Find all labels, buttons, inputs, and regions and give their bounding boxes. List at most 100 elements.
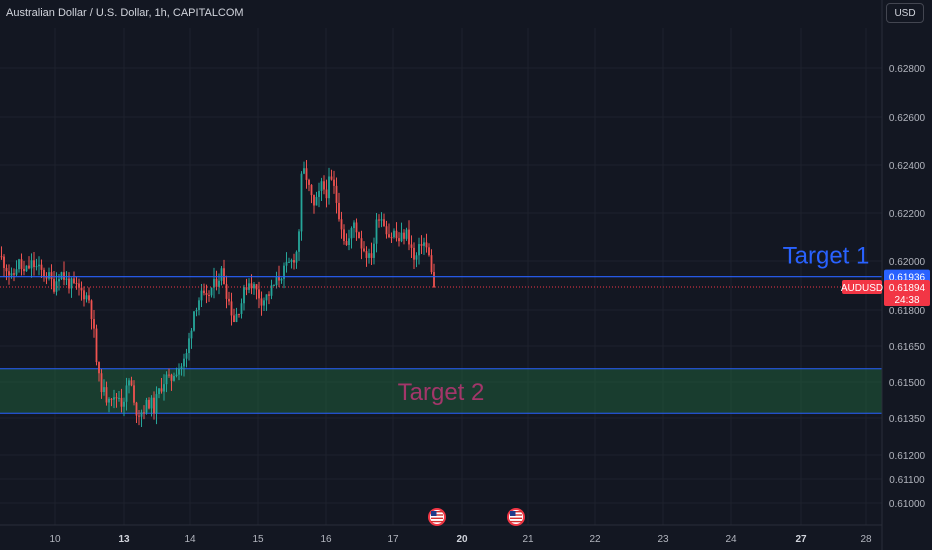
candle-body: [300, 173, 303, 232]
price-axis[interactable]: 0.62800 0.62600 0.62400 0.62200 0.62000 0.618…: [841, 0, 930, 550]
symbol-label-text: AUDUSD: [841, 283, 883, 294]
flag-canton: [510, 511, 516, 516]
candle-body: [80, 287, 83, 291]
candle-body: [283, 265, 285, 279]
candle-body: [150, 397, 153, 409]
candle-body: [140, 412, 143, 417]
candle-body: [395, 230, 398, 239]
y-tick-label: 0.61350: [889, 414, 926, 425]
us-flag-icon[interactable]: [428, 508, 446, 526]
candle-body: [375, 219, 378, 244]
x-tick-label: 28: [860, 534, 872, 545]
candle-body: [303, 168, 305, 174]
x-tick-label: 17: [387, 534, 399, 545]
current-price-axis-label: [884, 279, 930, 306]
candle-body: [378, 219, 380, 221]
candle-body: [165, 374, 168, 385]
time-axis[interactable]: 10 13 14 15 16 17 20 21 22 23 24 27 28: [0, 524, 882, 545]
candle-body: [188, 338, 190, 354]
flag-stripe: [431, 517, 443, 519]
candle-body: [173, 376, 175, 381]
candle-body: [430, 255, 433, 273]
candle-body: [43, 269, 45, 277]
candle-body: [60, 272, 63, 280]
flag-stripe: [510, 520, 522, 523]
candle-body: [93, 319, 95, 329]
y-tick-label: 0.61000: [889, 499, 926, 510]
y-tick-label: 0.61100: [889, 475, 925, 486]
candle-body: [290, 260, 293, 262]
candle-body: [120, 397, 123, 407]
candle-body: [353, 222, 355, 229]
candle-body: [328, 176, 330, 199]
candle-body: [193, 311, 195, 331]
candle-body: [280, 278, 283, 281]
candle-body: [355, 222, 358, 233]
candle-body: [370, 253, 373, 258]
candle-body: [208, 294, 210, 296]
candle-body: [358, 232, 360, 239]
candle-body: [68, 278, 70, 289]
y-tick-label: 0.62400: [889, 161, 926, 172]
candle-body: [230, 301, 233, 316]
bar-countdown: 24:38: [894, 295, 919, 306]
y-tick-label: 0.61650: [889, 342, 926, 353]
candle-body: [15, 269, 18, 275]
candle-body: [40, 264, 43, 270]
candle-body: [78, 283, 80, 288]
symbol-label: [842, 279, 882, 294]
candle-body: [198, 300, 200, 311]
us-flag-icon[interactable]: [507, 508, 525, 526]
candle-body: [218, 280, 220, 287]
candle-body: [88, 295, 90, 301]
candle-body: [113, 397, 115, 400]
candle-body: [333, 179, 335, 186]
currency-button[interactable]: USD: [886, 3, 924, 23]
candle-body: [270, 285, 273, 296]
candle-body: [240, 303, 243, 314]
candle-body: [158, 388, 160, 395]
candle-body: [58, 279, 60, 282]
candle-body: [180, 366, 183, 369]
candle-body: [405, 229, 408, 239]
candle-body: [425, 242, 428, 248]
candle-body: [335, 185, 338, 203]
candle-body: [143, 412, 145, 414]
y-tick-label: 0.61200: [889, 451, 926, 462]
candle-body: [275, 276, 278, 286]
candle-body: [128, 380, 130, 386]
candle-body: [145, 399, 148, 413]
candle-body: [310, 184, 313, 196]
candle-body: [8, 271, 10, 276]
candles: [0, 159, 435, 427]
candle-body: [103, 387, 105, 393]
y-tick-label: 0.62600: [889, 113, 926, 124]
candle-body: [48, 272, 50, 279]
candle-body: [33, 260, 35, 267]
candle-body: [10, 273, 13, 276]
levels: [0, 276, 882, 288]
candle-body: [418, 244, 420, 256]
candle-body: [30, 260, 33, 269]
candle-body: [205, 293, 208, 295]
candle-body: [235, 313, 238, 322]
candle-body: [20, 259, 23, 269]
candle-body: [123, 401, 125, 407]
x-tick-label: 23: [657, 534, 669, 545]
target-1-label[interactable]: Target 1: [783, 243, 870, 270]
annotations: Target 1 Target 2: [398, 243, 870, 526]
candle-body: [178, 368, 180, 375]
y-tick-label: 0.62200: [889, 209, 926, 220]
current-price-value: 0.61894: [889, 283, 926, 294]
candle-body: [138, 415, 140, 417]
candle-body: [38, 264, 40, 267]
candle-body: [360, 238, 363, 249]
target-2-label[interactable]: Target 2: [398, 379, 485, 406]
candle-body: [100, 373, 103, 393]
candle-body: [390, 237, 393, 239]
candle-body: [63, 272, 65, 280]
candle-body: [413, 247, 415, 260]
candle-body: [403, 232, 405, 239]
candle-body: [5, 267, 8, 272]
